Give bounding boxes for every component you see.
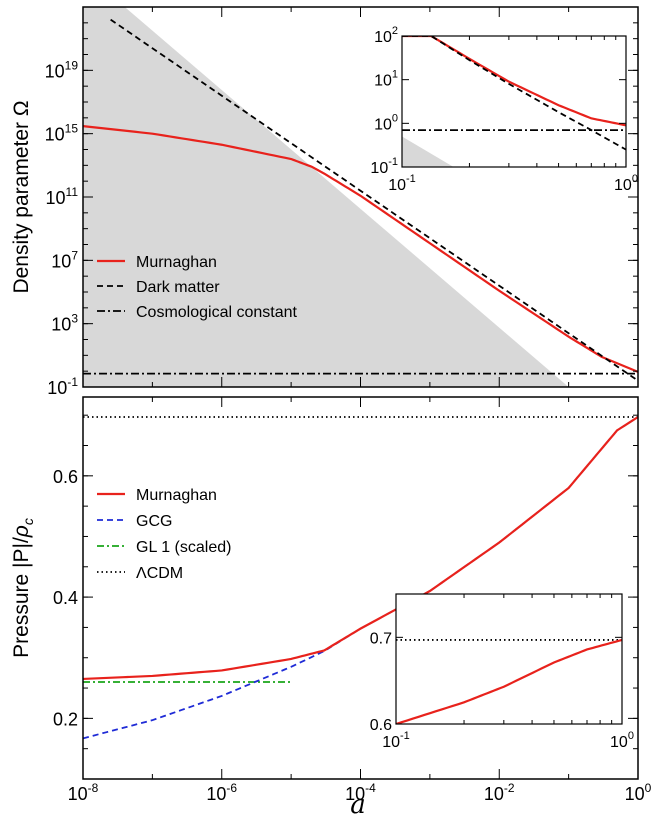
- x-tick-label: 10-2: [484, 781, 515, 804]
- density-inset-x-tick-label: 100: [614, 173, 638, 194]
- legend-label: Murnaghan: [136, 487, 217, 504]
- density-y-tick-label: 10-1: [47, 375, 78, 398]
- pressure-inset-y-tick-label: 0.7: [370, 630, 392, 647]
- density-y-tick-label: 103: [51, 312, 78, 335]
- x-tick-label: 10-4: [345, 781, 376, 804]
- pressure-y-tick-label: 0.2: [53, 709, 78, 729]
- pressure-inset-x-tick-label: 100: [610, 730, 634, 751]
- legend-label: ΛCDM: [136, 565, 183, 582]
- density-inset-dark-matter-line: [402, 36, 626, 151]
- density-inset-y-tick-label: 102: [374, 25, 398, 46]
- density-inset-frame: [401, 35, 627, 168]
- legend-label: Dark matter: [136, 279, 220, 296]
- legend-label: Cosmological constant: [136, 304, 298, 321]
- x-tick-label: 10-6: [206, 781, 237, 804]
- density-inset-x-tick-label: 10-1: [388, 173, 416, 194]
- pressure-y-tick-label: 0.4: [53, 588, 78, 608]
- pressure-inset-x-tick-label: 10-1: [382, 730, 410, 751]
- density-panel: 10-1 103 107 1011 1015 1019 Density parameter…: [10, 6, 639, 398]
- density-y-axis-label: Density parameter Ω: [10, 100, 33, 293]
- legend-label: Murnaghan: [136, 254, 217, 271]
- density-murnaghan-line: [83, 125, 638, 373]
- legend-label: GL 1 (scaled): [136, 539, 231, 556]
- density-inset-murnaghan-line: [402, 36, 626, 127]
- pressure-inset-murnaghan-line: [396, 638, 622, 724]
- density-inset-y-tick-label: 101: [374, 69, 398, 90]
- excluded-region-shade: [83, 7, 569, 387]
- density-legend: Murnaghan Dark matter Cosmological constan…: [97, 254, 298, 321]
- pressure-legend: Murnaghan GCG GL 1 (scaled) ΛCDM: [97, 487, 231, 582]
- pressure-inset: 0.6 0.7 10-1 100: [370, 593, 634, 751]
- density-inset-y-tick-label: 10-1: [370, 156, 398, 177]
- pressure-y-axis-label: Pressure |P|/ρc: [10, 518, 36, 658]
- density-inset-y-tick-label: 100: [374, 112, 398, 133]
- x-axis-label: a: [350, 790, 366, 819]
- x-tick-label: 10-8: [68, 781, 99, 804]
- pressure-murnaghan-line: [83, 416, 638, 681]
- density-y-tick-label: 107: [51, 248, 78, 271]
- density-dark-matter-line: [110, 18, 638, 382]
- density-y-tick-label: 1011: [46, 185, 79, 208]
- inset-shade: [402, 136, 454, 167]
- density-inset: 10-1 100 101 102 10-1 100: [370, 25, 638, 194]
- pressure-y-tick-label: 0.6: [53, 467, 78, 487]
- pressure-inset-frame: [395, 593, 623, 725]
- x-tick-label: 100: [625, 781, 652, 804]
- pressure-gcg-line: [83, 416, 638, 740]
- legend-label: GCG: [136, 513, 172, 530]
- density-y-tick-label: 1019: [45, 58, 79, 81]
- pressure-panel: 0.2 0.4 0.6 10-8 10-6 10-4 10-2 100 Pressure |…: [10, 396, 652, 819]
- pressure-inset-y-tick-label: 0.6: [370, 717, 392, 734]
- density-y-tick-label: 1015: [45, 122, 79, 145]
